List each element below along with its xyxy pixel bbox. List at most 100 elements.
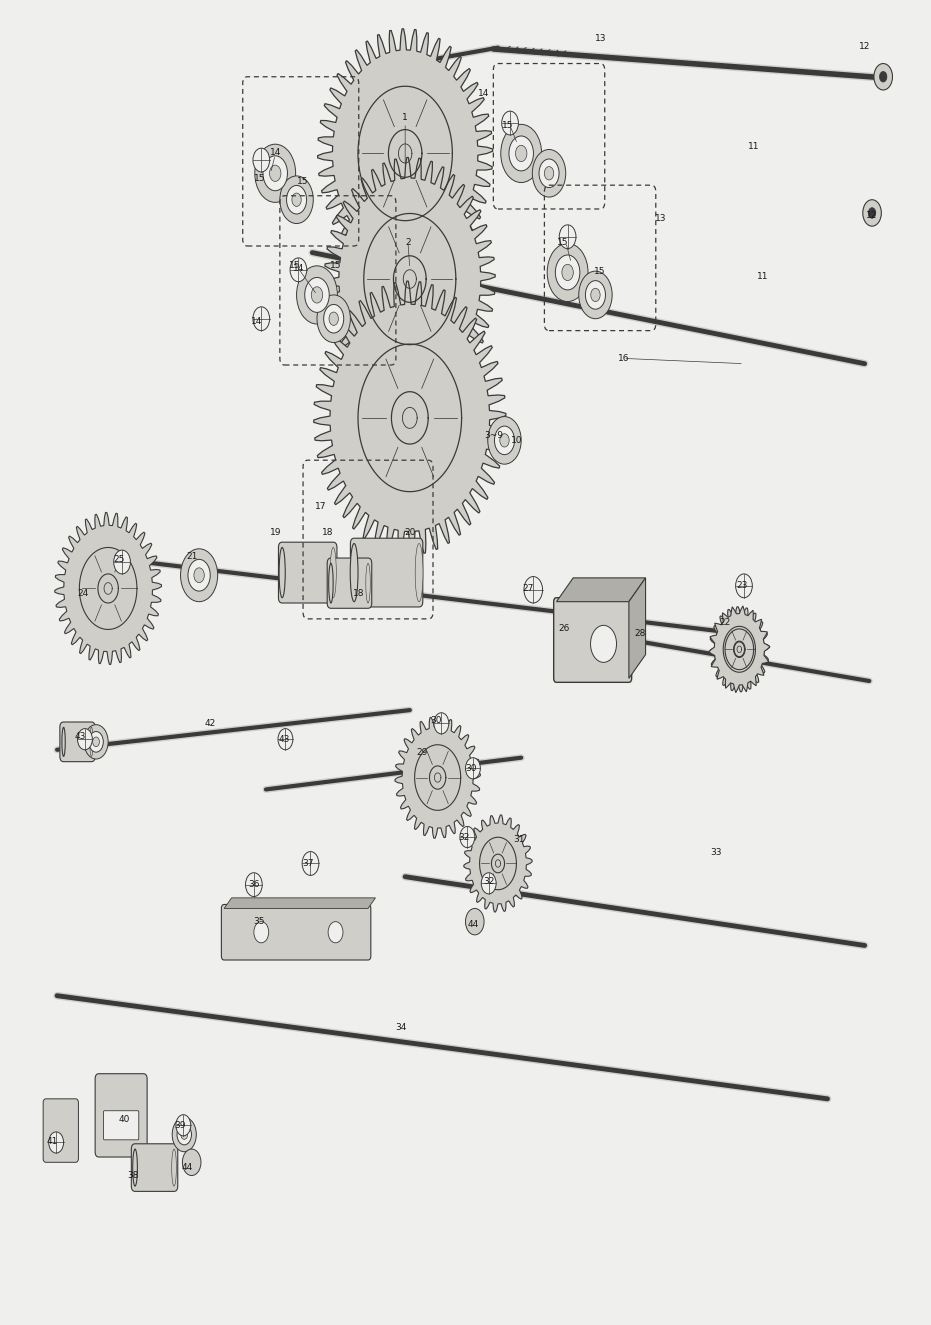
Ellipse shape xyxy=(366,563,371,603)
Circle shape xyxy=(434,713,449,734)
Circle shape xyxy=(93,737,100,747)
Circle shape xyxy=(494,427,515,454)
Circle shape xyxy=(579,272,613,319)
Circle shape xyxy=(297,266,337,325)
Circle shape xyxy=(311,286,323,303)
Circle shape xyxy=(253,148,270,172)
Text: 29: 29 xyxy=(416,747,427,757)
Circle shape xyxy=(562,264,573,281)
Circle shape xyxy=(194,568,204,583)
Ellipse shape xyxy=(350,543,358,602)
Text: 18: 18 xyxy=(353,590,365,599)
Text: 43: 43 xyxy=(278,734,290,743)
Circle shape xyxy=(177,1124,192,1145)
Polygon shape xyxy=(314,281,506,555)
Text: 20: 20 xyxy=(404,529,415,538)
Circle shape xyxy=(254,922,269,943)
Circle shape xyxy=(591,289,600,302)
Text: 34: 34 xyxy=(395,1023,406,1032)
Text: 15: 15 xyxy=(594,266,606,276)
Circle shape xyxy=(590,625,616,662)
FancyBboxPatch shape xyxy=(350,538,423,607)
Text: 14: 14 xyxy=(251,317,263,326)
Circle shape xyxy=(84,725,108,759)
Text: 42: 42 xyxy=(205,719,216,727)
Polygon shape xyxy=(224,898,375,909)
Polygon shape xyxy=(464,815,533,912)
FancyBboxPatch shape xyxy=(95,1073,147,1157)
Circle shape xyxy=(114,550,130,574)
FancyBboxPatch shape xyxy=(131,1143,178,1191)
Ellipse shape xyxy=(329,563,333,603)
Circle shape xyxy=(502,111,519,135)
Text: 31: 31 xyxy=(514,835,525,844)
Text: 10: 10 xyxy=(511,436,522,445)
Polygon shape xyxy=(395,717,480,839)
Circle shape xyxy=(488,416,521,464)
Circle shape xyxy=(269,166,281,182)
Polygon shape xyxy=(324,158,495,400)
Ellipse shape xyxy=(61,727,65,757)
Polygon shape xyxy=(557,578,645,602)
Text: 15: 15 xyxy=(253,174,265,183)
Circle shape xyxy=(516,146,527,162)
FancyBboxPatch shape xyxy=(554,598,631,682)
Text: 14: 14 xyxy=(479,90,490,98)
Text: 13: 13 xyxy=(654,213,667,223)
Circle shape xyxy=(556,254,580,290)
Circle shape xyxy=(533,150,566,197)
Circle shape xyxy=(869,208,876,219)
Polygon shape xyxy=(709,607,769,692)
Polygon shape xyxy=(55,513,161,664)
Text: 15: 15 xyxy=(558,237,569,246)
Text: 21: 21 xyxy=(186,553,197,562)
Text: 38: 38 xyxy=(128,1171,139,1181)
Text: 3~9: 3~9 xyxy=(484,431,503,440)
Text: 36: 36 xyxy=(249,880,260,889)
Circle shape xyxy=(466,909,484,935)
Circle shape xyxy=(880,72,887,82)
Text: 14: 14 xyxy=(270,147,281,156)
Ellipse shape xyxy=(331,547,336,598)
Circle shape xyxy=(466,758,480,779)
Circle shape xyxy=(246,873,263,897)
Circle shape xyxy=(255,144,296,203)
Circle shape xyxy=(292,193,302,207)
Text: 43: 43 xyxy=(74,731,86,741)
Text: 25: 25 xyxy=(114,555,125,564)
Circle shape xyxy=(182,1149,201,1175)
Circle shape xyxy=(328,922,343,943)
Text: 26: 26 xyxy=(559,624,570,632)
Circle shape xyxy=(88,731,103,753)
Text: 37: 37 xyxy=(302,859,314,868)
Polygon shape xyxy=(628,578,645,678)
Text: 12: 12 xyxy=(867,211,878,220)
Text: 23: 23 xyxy=(736,582,748,591)
Circle shape xyxy=(500,433,509,447)
Circle shape xyxy=(304,277,330,313)
Text: 27: 27 xyxy=(522,584,533,594)
Text: 40: 40 xyxy=(118,1116,129,1125)
Text: 33: 33 xyxy=(710,848,722,857)
Circle shape xyxy=(48,1132,63,1153)
Circle shape xyxy=(460,827,475,848)
Circle shape xyxy=(181,549,218,602)
Text: 15: 15 xyxy=(297,176,309,186)
Text: 44: 44 xyxy=(182,1163,193,1173)
Circle shape xyxy=(172,1117,196,1151)
Circle shape xyxy=(287,186,306,215)
Text: 28: 28 xyxy=(634,629,646,637)
Text: 15: 15 xyxy=(503,121,514,130)
FancyBboxPatch shape xyxy=(60,722,95,762)
Circle shape xyxy=(303,852,318,876)
FancyBboxPatch shape xyxy=(327,558,371,608)
Circle shape xyxy=(586,281,605,309)
Text: 24: 24 xyxy=(77,590,88,599)
Ellipse shape xyxy=(171,1149,176,1186)
Text: 15: 15 xyxy=(289,261,301,270)
Circle shape xyxy=(317,295,350,343)
Circle shape xyxy=(181,1130,188,1140)
Circle shape xyxy=(176,1114,191,1136)
Circle shape xyxy=(735,574,752,598)
Text: 18: 18 xyxy=(322,529,334,538)
